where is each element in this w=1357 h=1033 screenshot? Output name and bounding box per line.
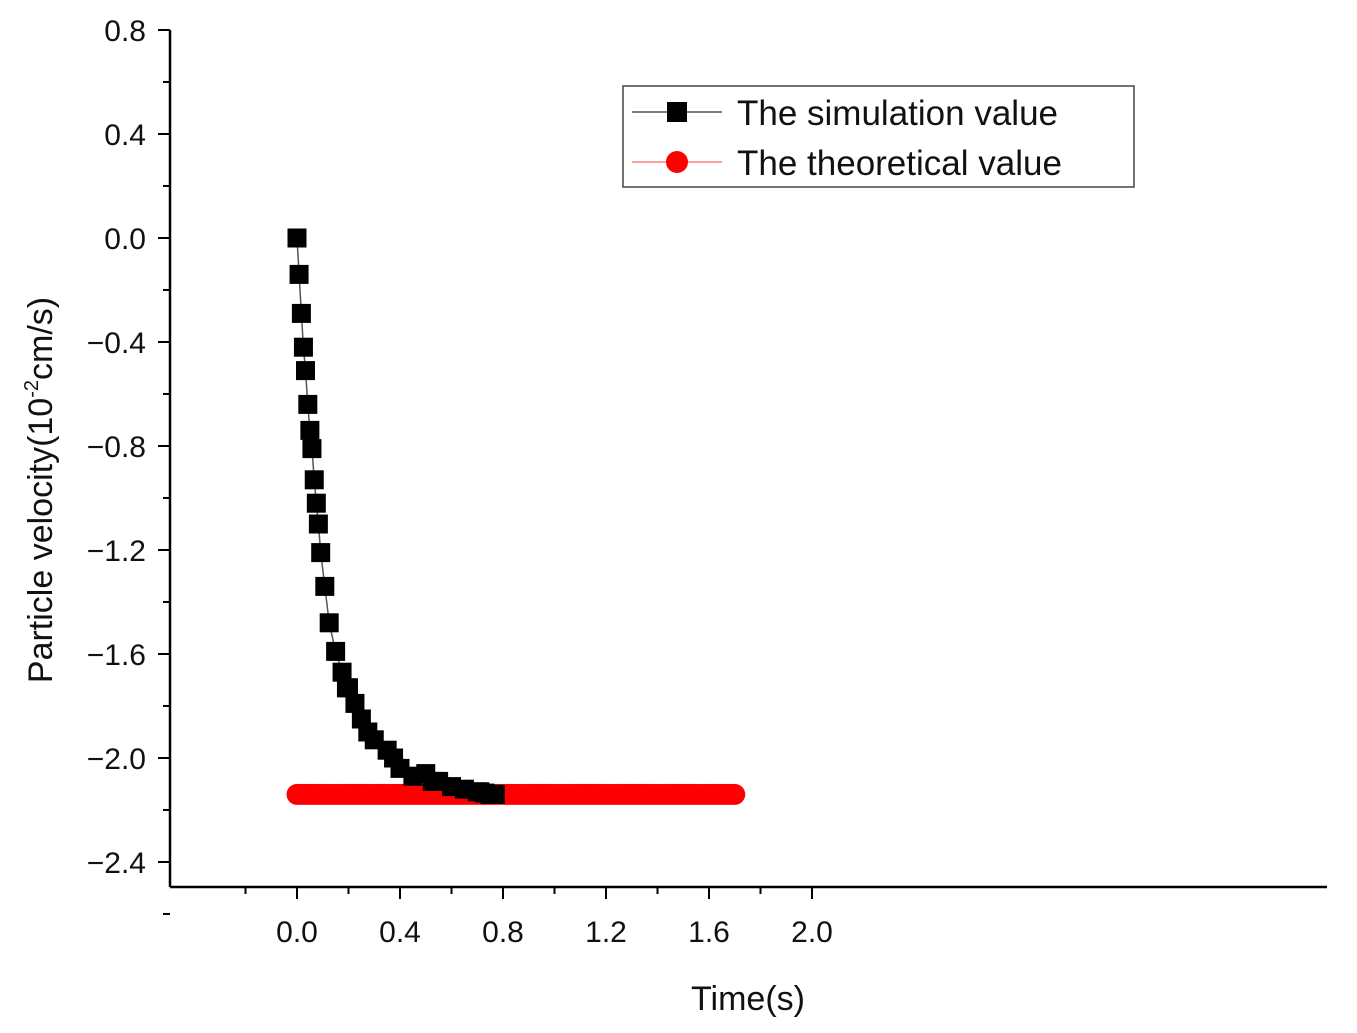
x-tick-label: 2.0 — [791, 916, 833, 949]
x-tick-label: 0.8 — [482, 916, 524, 949]
y-tick-label: −1.2 — [87, 535, 146, 568]
simulation-point — [315, 576, 335, 596]
legend-sim-label: The simulation value — [737, 94, 1058, 133]
y-tick-label: −2.0 — [87, 743, 146, 776]
simulation-point — [289, 264, 309, 284]
legend: The simulation value The theoretical val… — [622, 85, 1135, 188]
simulation-point — [304, 470, 324, 490]
x-tick-label: 1.2 — [585, 916, 627, 949]
y-tick-label: −1.6 — [87, 639, 146, 672]
simulation-point — [326, 641, 346, 661]
y-axis-title: Particle velocity(10-2cm/s) — [21, 297, 60, 683]
simulation-point — [339, 678, 358, 698]
y-ticks: 0.8 0.4 0.0 −0.4 −0.8 −1.2 −1.6 −2.0 −2.4 — [87, 15, 170, 915]
theory-point — [724, 783, 746, 805]
y-tick-label: −0.8 — [87, 431, 146, 464]
simulation-point — [291, 303, 311, 323]
legend-sim-marker — [667, 102, 687, 122]
simulation-point — [308, 514, 328, 534]
simulation-point — [485, 784, 505, 804]
simulation-point — [300, 420, 320, 440]
simulation-point — [287, 228, 307, 248]
simulation-point — [306, 493, 326, 513]
x-ticks: 0.0 0.4 0.8 1.2 1.6 2.0 — [244, 887, 833, 949]
plot-frame — [168, 30, 1327, 889]
y-tick-label: −0.4 — [87, 327, 146, 360]
legend-theory-label: The theoretical value — [737, 144, 1062, 183]
y-tick-label: 0.8 — [104, 15, 146, 48]
x-axis-title: Time(s) — [691, 980, 805, 1018]
y-tick-label: 0.0 — [104, 223, 146, 256]
x-tick-label: 0.4 — [379, 916, 421, 949]
legend-theory-marker — [666, 151, 688, 173]
simulation-point — [345, 693, 365, 713]
simulation-point — [332, 662, 352, 682]
simulation-point — [295, 361, 315, 381]
y-axis-title-suffix: cm/s) — [22, 297, 60, 380]
simulation-point — [311, 543, 331, 563]
x-tick-label: 0.0 — [276, 916, 318, 949]
legend-box — [622, 85, 1135, 188]
series-layer — [286, 228, 746, 805]
x-tick-label: 1.6 — [688, 916, 730, 949]
simulation-point — [302, 439, 322, 459]
simulation-point — [319, 613, 339, 633]
y-axis-title-prefix: Particle velocity(10 — [22, 398, 60, 683]
y-axis-title-superscript: -2 — [21, 380, 43, 398]
simulation-point — [293, 337, 313, 357]
y-tick-label: 0.4 — [104, 119, 146, 152]
simulation-point — [298, 394, 318, 414]
y-tick-label: −2.4 — [87, 847, 146, 880]
